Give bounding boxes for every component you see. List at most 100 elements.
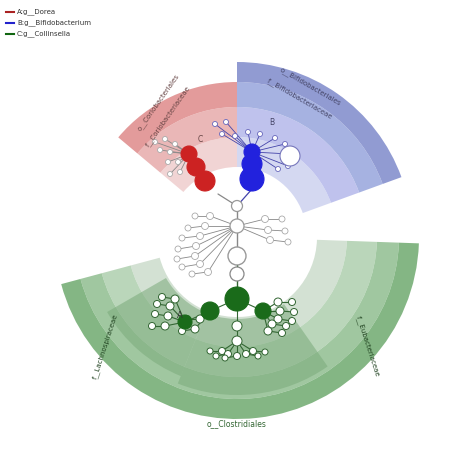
Text: f__Coriobacteriaceae: f__Coriobacteriaceae (145, 84, 191, 148)
Circle shape (289, 299, 295, 306)
Circle shape (192, 213, 198, 219)
Circle shape (255, 353, 261, 359)
Circle shape (243, 350, 249, 357)
Circle shape (175, 246, 181, 252)
Circle shape (280, 146, 300, 166)
Circle shape (264, 327, 272, 335)
Circle shape (195, 171, 215, 191)
Text: B: B (269, 118, 274, 127)
Circle shape (289, 318, 295, 325)
Circle shape (174, 256, 180, 262)
Circle shape (225, 287, 249, 311)
Circle shape (191, 325, 199, 333)
Circle shape (201, 302, 219, 320)
Text: o__Bifidobacteriales: o__Bifidobacteriales (278, 66, 342, 106)
Circle shape (177, 170, 182, 174)
Circle shape (234, 353, 240, 359)
Circle shape (175, 159, 181, 164)
Circle shape (228, 247, 246, 265)
Circle shape (196, 315, 204, 323)
Circle shape (181, 146, 197, 162)
Wedge shape (237, 82, 383, 192)
Circle shape (233, 134, 237, 138)
Circle shape (262, 216, 268, 222)
Text: C:g__Collinsella: C:g__Collinsella (17, 31, 71, 37)
Text: C: C (197, 135, 202, 144)
Wedge shape (61, 243, 419, 419)
Circle shape (231, 201, 243, 211)
Circle shape (179, 328, 185, 335)
Circle shape (187, 158, 205, 176)
Circle shape (173, 142, 177, 146)
Text: B:g__Bifidobacterium: B:g__Bifidobacterium (17, 19, 91, 27)
Circle shape (279, 329, 285, 337)
Circle shape (158, 293, 165, 301)
Wedge shape (81, 242, 399, 399)
Circle shape (264, 227, 272, 234)
Circle shape (207, 212, 213, 219)
Wedge shape (118, 82, 237, 154)
Circle shape (197, 261, 203, 267)
Circle shape (244, 144, 260, 160)
Circle shape (246, 129, 250, 135)
Circle shape (230, 267, 244, 281)
Circle shape (285, 164, 291, 168)
Wedge shape (237, 107, 359, 203)
Circle shape (225, 350, 231, 357)
Circle shape (288, 152, 292, 156)
Circle shape (165, 159, 171, 164)
Circle shape (240, 167, 264, 191)
Circle shape (232, 321, 242, 331)
Circle shape (171, 295, 179, 303)
Text: A: A (177, 311, 183, 320)
Circle shape (167, 172, 173, 176)
Wedge shape (137, 107, 237, 173)
Circle shape (232, 336, 242, 346)
Circle shape (279, 216, 285, 222)
Circle shape (197, 233, 203, 239)
Text: f__Eubacteriaceae: f__Eubacteriaceae (355, 315, 381, 377)
Circle shape (275, 166, 281, 172)
Circle shape (291, 309, 298, 316)
Circle shape (230, 219, 244, 233)
Wedge shape (131, 240, 347, 347)
Circle shape (222, 355, 228, 361)
Circle shape (164, 312, 172, 320)
Text: f__Bifidobacteriaceae: f__Bifidobacteriaceae (266, 77, 334, 120)
Circle shape (255, 303, 271, 319)
Circle shape (154, 301, 161, 308)
Circle shape (224, 119, 228, 125)
Circle shape (179, 235, 185, 241)
Circle shape (189, 271, 195, 277)
Circle shape (153, 139, 157, 145)
Circle shape (183, 316, 191, 322)
Circle shape (268, 320, 276, 328)
Circle shape (242, 154, 262, 174)
Circle shape (207, 348, 213, 354)
Wedge shape (237, 137, 331, 213)
Circle shape (257, 131, 263, 137)
Circle shape (282, 228, 288, 234)
Wedge shape (107, 278, 206, 376)
Text: o__Coriobacteriales: o__Coriobacteriales (136, 72, 180, 132)
Wedge shape (237, 62, 401, 184)
Circle shape (249, 347, 256, 355)
Circle shape (276, 307, 284, 315)
Circle shape (179, 264, 185, 270)
Circle shape (262, 349, 268, 355)
Circle shape (274, 315, 282, 323)
Text: A:g__Dorea: A:g__Dorea (17, 9, 56, 15)
Wedge shape (102, 241, 377, 377)
Circle shape (212, 121, 218, 127)
Text: f__Lachnospiraceae: f__Lachnospiraceae (91, 312, 119, 380)
Circle shape (152, 310, 158, 318)
Circle shape (201, 222, 209, 229)
Circle shape (157, 147, 163, 153)
Circle shape (192, 243, 200, 249)
Circle shape (273, 136, 277, 140)
Circle shape (166, 302, 174, 310)
Circle shape (167, 149, 173, 155)
Circle shape (283, 322, 290, 329)
Circle shape (204, 268, 211, 275)
Circle shape (199, 175, 211, 187)
